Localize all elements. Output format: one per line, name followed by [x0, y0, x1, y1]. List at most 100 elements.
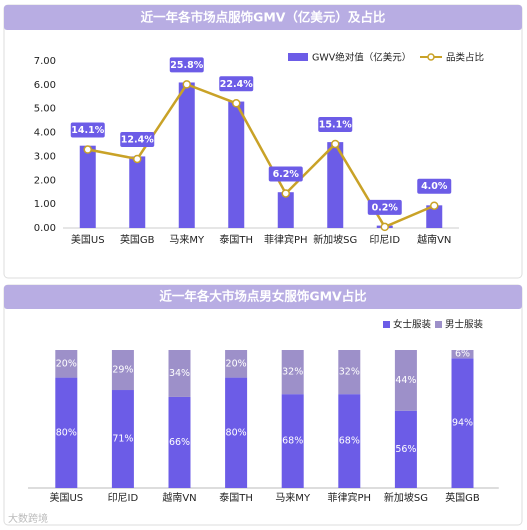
bar-segment	[338, 350, 361, 395]
x-tick-label: 美国US	[49, 491, 83, 504]
x-tick-label: 英国GB	[120, 233, 155, 246]
watermark: 大数跨境	[8, 512, 48, 525]
x-tick-label: 泰国TH	[219, 233, 253, 246]
bar-segment	[111, 350, 134, 391]
data-label: 20%	[226, 358, 247, 369]
label-box	[318, 116, 353, 132]
data-label: 29%	[112, 365, 133, 376]
data-label: 32%	[339, 367, 360, 378]
legend-label: 品类占比	[446, 52, 484, 64]
legend-label: 男士服装	[445, 319, 484, 331]
data-label: 6.2%	[273, 169, 300, 180]
data-label: 14.1%	[71, 125, 104, 136]
x-tick-label: 菲律宾PH	[264, 233, 308, 246]
bar-segment	[225, 377, 248, 488]
bar	[178, 82, 195, 228]
data-label: 80%	[226, 427, 247, 438]
label-box	[70, 122, 105, 138]
y-tick-label: 2.00	[34, 175, 56, 186]
data-label: 71%	[112, 434, 133, 445]
legend-swatch	[435, 321, 442, 328]
y-tick-label: 4.00	[34, 128, 56, 139]
data-label: 4.0%	[421, 181, 448, 192]
x-tick-label: 马来MY	[169, 234, 205, 246]
x-tick-label: 菲律宾PH	[328, 491, 372, 504]
legend-label: 女士服装	[393, 319, 432, 331]
title-bar	[4, 285, 522, 309]
data-label: 68%	[282, 436, 303, 447]
line-marker	[380, 222, 389, 232]
data-label: 66%	[169, 437, 190, 448]
data-label: 80%	[56, 427, 77, 438]
line-marker	[331, 139, 340, 149]
bar	[129, 156, 146, 228]
legend-label: GWV绝对值（亿美元）	[312, 52, 411, 64]
x-tick-label: 英国GB	[445, 491, 480, 504]
bar-segment	[451, 350, 474, 359]
data-label: 6%	[455, 349, 470, 360]
legend-swatch	[383, 321, 390, 328]
line-marker	[430, 201, 439, 210]
bar-segment	[281, 350, 304, 395]
bar-segment	[338, 394, 361, 488]
data-label: 0.2%	[372, 202, 399, 213]
bar	[277, 192, 294, 228]
bar-segment	[168, 396, 191, 488]
data-label: 22.4%	[220, 79, 253, 90]
data-label: 94%	[452, 418, 473, 429]
y-tick-label: 5.00	[34, 104, 56, 115]
bar-segment	[281, 394, 304, 488]
data-label: 56%	[395, 444, 416, 455]
label-box	[417, 178, 452, 194]
chart-title: 近一年各大市场点男女服饰GMV占比	[159, 289, 367, 304]
legend-swatch	[288, 53, 308, 61]
bar	[327, 142, 344, 228]
bar-segment	[451, 358, 474, 488]
y-tick-label: 0.00	[34, 223, 56, 234]
line-marker	[281, 189, 290, 198]
x-tick-label: 印尼ID	[108, 492, 139, 504]
label-box	[367, 199, 402, 215]
bar-segment	[111, 390, 134, 488]
bar-segment	[55, 350, 78, 378]
legend-swatch	[427, 53, 435, 61]
y-tick-label: 1.00	[34, 199, 56, 210]
bar-segment	[394, 350, 417, 411]
bar-segment	[55, 377, 78, 488]
x-tick-label: 越南VN	[162, 491, 196, 504]
x-tick-label: 越南VN	[417, 233, 451, 246]
y-tick-label: 7.00	[34, 56, 56, 67]
data-label: 20%	[56, 358, 77, 369]
x-tick-label: 印尼ID	[369, 234, 400, 246]
bar-segment	[225, 350, 248, 378]
x-tick-label: 马来MY	[275, 492, 311, 504]
label-box	[169, 57, 204, 73]
data-label: 25.8%	[170, 60, 203, 71]
x-tick-label: 新加坡SG	[313, 233, 357, 246]
line-marker	[182, 80, 191, 89]
label-box	[120, 131, 155, 147]
data-label: 44%	[395, 375, 416, 386]
y-tick-label: 6.00	[34, 80, 56, 91]
title-bar	[4, 5, 522, 30]
bar	[426, 205, 443, 228]
label-box	[219, 76, 254, 92]
data-label: 15.1%	[319, 119, 352, 130]
x-tick-label: 泰国TH	[219, 491, 253, 504]
x-tick-label: 新加坡SG	[384, 491, 428, 504]
bar-segment	[394, 410, 417, 488]
data-label: 12.4%	[121, 134, 154, 145]
label-box	[268, 166, 303, 182]
line-marker	[83, 145, 92, 154]
data-label: 68%	[339, 436, 360, 447]
data-label: 32%	[282, 367, 303, 378]
line-marker	[133, 154, 142, 164]
bar-segment	[168, 350, 191, 397]
data-label: 34%	[169, 368, 190, 379]
bar	[228, 101, 245, 228]
chart-title: 近一年各市场点服饰GMV（亿美元）及占比	[141, 10, 386, 25]
bar	[79, 145, 96, 228]
y-tick-label: 3.00	[34, 151, 56, 162]
x-tick-label: 美国US	[71, 233, 105, 246]
